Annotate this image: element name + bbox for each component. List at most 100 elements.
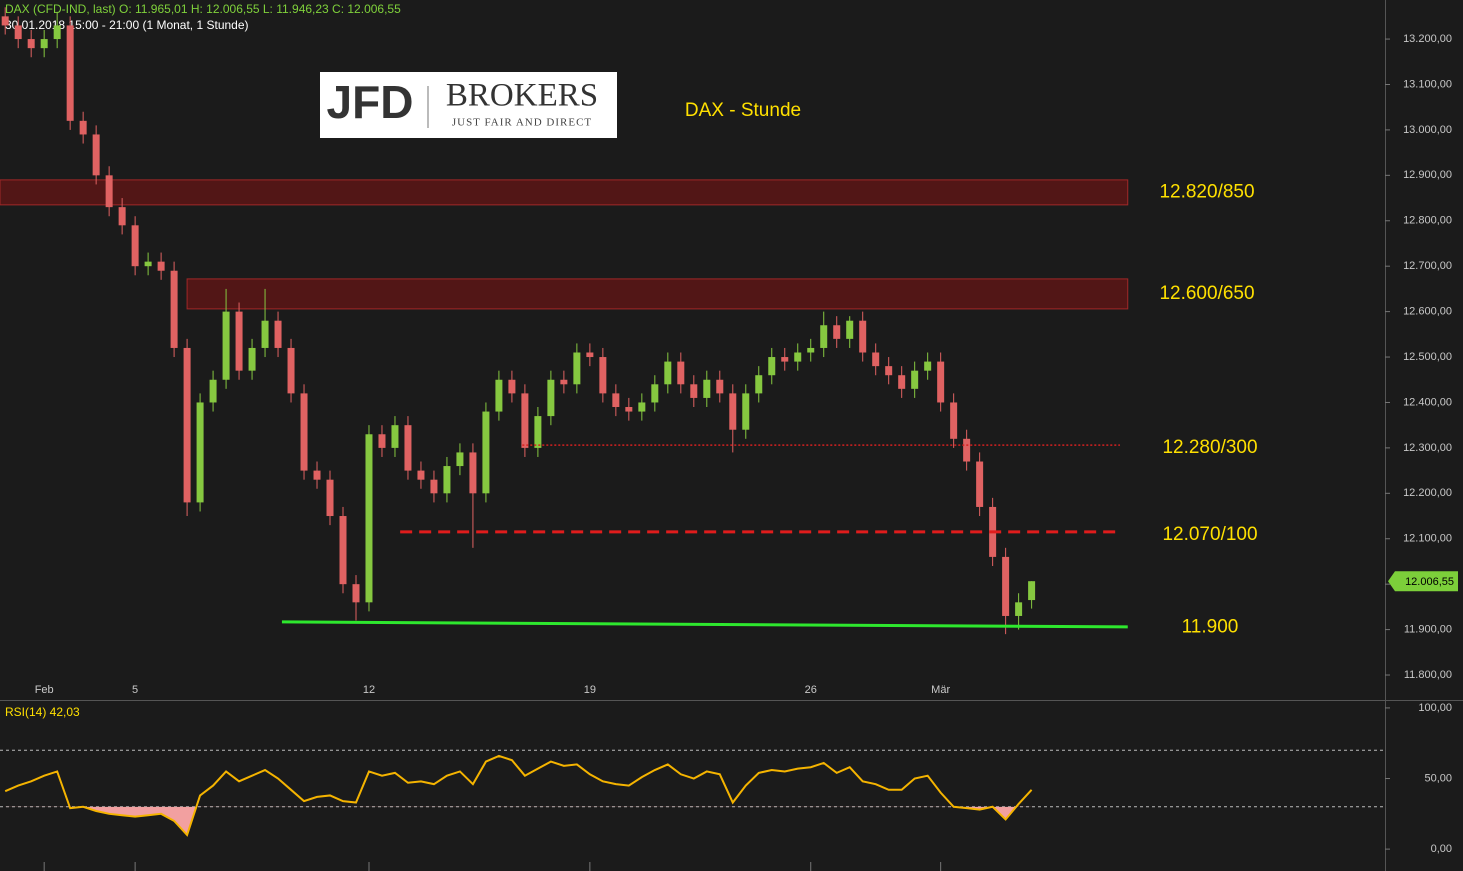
candle-body [742, 393, 750, 430]
candle-body [443, 466, 451, 494]
y-tick-label: 12.900,00 [1403, 169, 1452, 181]
candle-body [1015, 602, 1023, 616]
candle-body [833, 325, 841, 339]
y-tick-label: 11.800,00 [1404, 669, 1452, 681]
candle-body [924, 361, 932, 371]
logo: JFD BROKERS JUST FAIR AND DIRECT [320, 72, 617, 138]
candle-body [40, 39, 48, 49]
candle-body [300, 393, 308, 471]
candle-body [274, 320, 282, 348]
candle-body [157, 261, 165, 271]
candle-body [365, 434, 373, 603]
candle-body [872, 352, 880, 367]
candle-body [911, 370, 919, 389]
y-tick-label: 12.600,00 [1403, 306, 1452, 318]
candle-body [469, 452, 477, 494]
candle-body [508, 379, 516, 394]
candle-body [638, 402, 646, 412]
price-tag-label: 12.006,55 [1405, 576, 1454, 588]
candle-body [209, 379, 217, 403]
candle-body [456, 452, 464, 467]
candle-body [1002, 556, 1010, 616]
candle-body [53, 25, 61, 40]
candle-body [651, 384, 659, 403]
candle-body [859, 320, 867, 353]
candle-body [144, 261, 152, 267]
candle-body [313, 470, 321, 480]
candle-body [716, 379, 724, 394]
candle-body [612, 393, 620, 408]
logo-tagline: JUST FAIR AND DIRECT [452, 117, 592, 129]
candle-body [599, 357, 607, 394]
x-tick-label: 12 [363, 684, 375, 696]
candle-body [976, 461, 984, 507]
rsi-y-tick-label: 100,00 [1418, 702, 1452, 714]
x-tick-label: 5 [132, 684, 138, 696]
candle-body [105, 175, 113, 208]
candle-body [118, 207, 126, 226]
candle-body [703, 379, 711, 398]
candle-body [1028, 581, 1036, 601]
candle-body [885, 366, 893, 376]
candle-body [495, 379, 503, 412]
candle-body [131, 225, 139, 267]
level-label: 11.900 [1182, 616, 1239, 637]
candle-body [586, 352, 594, 358]
candle-body [573, 352, 581, 385]
candle-body [1, 16, 9, 26]
quote-header: DAX (CFD-IND, last) O: 11.965,01 H: 12.0… [5, 2, 401, 16]
logo-left: JFD [327, 76, 414, 128]
candle-body [235, 311, 243, 371]
candle-body [807, 347, 815, 353]
x-tick-label: 19 [584, 684, 596, 696]
y-tick-label: 11.900,00 [1404, 623, 1452, 635]
candle-body [287, 347, 295, 394]
candles [1, 7, 1036, 635]
candle-body [690, 384, 698, 398]
candle-body [14, 25, 22, 40]
candle-body [755, 375, 763, 394]
resistance-zone [186, 278, 1129, 310]
candle-body [781, 357, 789, 362]
candle-body [248, 347, 256, 371]
y-tick-label: 12.700,00 [1403, 260, 1452, 272]
zone-label: 12.600/650 [1159, 283, 1254, 304]
y-tick-label: 12.500,00 [1403, 351, 1452, 363]
candle-body [326, 479, 334, 517]
rsi-title: RSI(14) 42,03 [5, 705, 80, 719]
y-tick-label: 12.300,00 [1403, 442, 1452, 454]
candle-body [27, 39, 35, 49]
candle-body [196, 402, 204, 503]
candle-body [846, 320, 854, 339]
candle-body [521, 393, 529, 448]
chart-title: DAX - Stunde [685, 100, 801, 121]
candle-body [79, 120, 87, 135]
rsi-oversold-fill [5, 806, 1032, 835]
range-header: 30.01.2018 15:00 - 21:00 (1 Monat, 1 Stu… [5, 18, 249, 32]
y-tick-label: 12.800,00 [1403, 215, 1452, 227]
candle-body [677, 361, 685, 385]
resistance-zone [0, 179, 1129, 206]
candle-body [729, 393, 737, 430]
y-tick-label: 13.100,00 [1403, 78, 1452, 90]
x-tick-label: Mär [931, 684, 950, 696]
candle-body [170, 270, 178, 348]
candle-body [339, 516, 347, 585]
candle-body [66, 25, 74, 121]
candle-body [547, 379, 555, 417]
level-line [281, 620, 1128, 629]
zone-label: 12.820/850 [1159, 181, 1254, 202]
y-tick-label: 13.000,00 [1403, 124, 1452, 136]
candle-body [664, 361, 672, 385]
candle-body [222, 311, 230, 380]
rsi-y-tick-label: 0,00 [1431, 843, 1452, 855]
level-label: 12.070/100 [1162, 524, 1257, 545]
logo-right: BROKERS [446, 78, 598, 114]
candle-body [352, 584, 360, 603]
candle-body [820, 325, 828, 348]
candle-body [391, 425, 399, 448]
y-tick-label: 12.200,00 [1403, 487, 1452, 499]
